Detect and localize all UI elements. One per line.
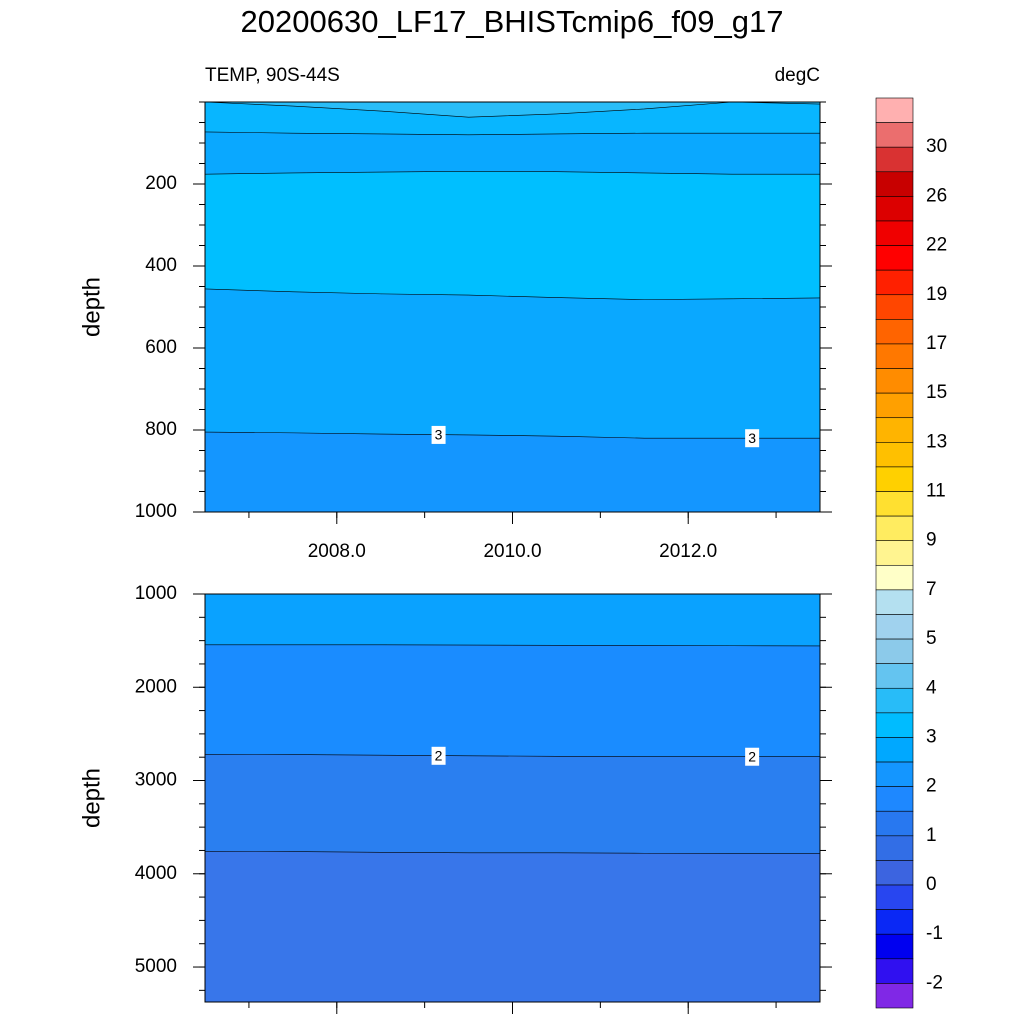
colorbar-label: 9 <box>926 530 937 551</box>
colorbar-label: 11 <box>926 481 946 502</box>
contour-label-box <box>745 747 760 766</box>
contour-label-box <box>431 425 446 444</box>
colorbar-box <box>875 343 914 369</box>
colorbar-box <box>875 417 914 443</box>
colorbar-box <box>875 368 914 394</box>
colorbar-label: 17 <box>926 333 947 354</box>
colorbar-box <box>875 663 914 689</box>
subtitle-right: degC <box>775 65 820 86</box>
contour-line <box>205 644 821 647</box>
contour-label: 3 <box>748 430 756 446</box>
contour-label-box <box>745 429 760 448</box>
y-tick-label: 1000 <box>135 501 177 522</box>
colorbar-label: -1 <box>926 923 943 944</box>
colorbar-box <box>875 835 914 861</box>
figure-title: 20200630_LF17_BHISTcmip6_f09_g17 <box>241 4 784 39</box>
colorbar-box <box>875 933 914 960</box>
y-tick-label: 600 <box>145 337 177 358</box>
colorbar-box <box>875 294 914 320</box>
contour-band <box>204 288 821 439</box>
colorbar-box <box>875 392 914 419</box>
colorbar-label: 15 <box>926 382 947 403</box>
colorbar-box <box>875 97 914 123</box>
contour-band <box>204 851 821 1003</box>
colorbar-box <box>875 983 914 1009</box>
contour-line <box>204 851 820 854</box>
colorbar-label: 3 <box>926 726 937 747</box>
x-tick-label: 2008.0 <box>308 541 366 562</box>
y-axis-label: depth <box>78 768 105 828</box>
colorbar-box <box>875 196 914 222</box>
colorbar-box <box>875 442 914 468</box>
colorbar-box <box>875 909 914 935</box>
colorbar-box <box>875 171 914 197</box>
colorbar-label: 26 <box>926 185 947 206</box>
colorbar-box <box>875 958 914 984</box>
contour-line <box>204 101 821 118</box>
contour-label: 3 <box>435 427 443 443</box>
contour-label: 2 <box>435 748 443 764</box>
colorbar-box <box>875 786 914 812</box>
x-tick-label: 2012.0 <box>659 541 717 562</box>
colorbar-box <box>875 564 914 591</box>
colorbar-box <box>875 589 914 615</box>
colorbar-box <box>875 540 914 566</box>
colorbar-box <box>875 146 914 173</box>
y-tick-label: 2000 <box>135 676 177 697</box>
contour-line <box>204 288 821 300</box>
colorbar-box <box>875 122 914 148</box>
colorbar-box <box>875 515 914 542</box>
y-axis-label: depth <box>78 277 105 337</box>
y-tick-label: 4000 <box>135 863 177 884</box>
y-tick-label: 200 <box>145 173 177 194</box>
contour-band <box>204 131 821 175</box>
colorbar-box <box>875 638 914 664</box>
colorbar-box <box>875 761 914 787</box>
y-tick-label: 5000 <box>135 956 177 977</box>
contour-band <box>204 644 821 757</box>
colorbar-box <box>875 712 914 738</box>
contour-band <box>204 171 821 300</box>
y-tick-label: 1000 <box>135 583 177 604</box>
colorbar-box <box>875 466 914 492</box>
colorbar-box <box>875 491 914 517</box>
colorbar-label: 5 <box>926 628 937 649</box>
colorbar-label: 13 <box>926 431 947 452</box>
colorbar-label: 0 <box>926 874 937 895</box>
colorbar-label: -2 <box>926 972 943 993</box>
colorbar-label: 7 <box>926 579 937 600</box>
colorbar-box <box>875 687 914 714</box>
contour-band <box>204 593 821 647</box>
colorbar-box <box>875 860 914 886</box>
colorbar-label: 30 <box>926 136 947 157</box>
contour-label: 2 <box>748 748 756 764</box>
colorbar-label: 2 <box>926 776 937 797</box>
contour-label-box <box>431 746 446 765</box>
colorbar-label: 22 <box>926 235 947 256</box>
colorbar-box <box>875 810 914 837</box>
contour-band <box>204 754 821 854</box>
contour-line <box>204 170 820 175</box>
colorbar-box <box>875 884 914 910</box>
x-tick-label: 2010.0 <box>483 541 541 562</box>
contour-line <box>204 754 820 758</box>
colorbar-box <box>875 220 914 246</box>
colorbar-label: 4 <box>926 677 937 698</box>
y-tick-label: 800 <box>145 419 177 440</box>
contour-line <box>204 131 820 136</box>
colorbar-box <box>875 614 914 640</box>
colorbar-box <box>875 269 914 296</box>
colorbar-label: 19 <box>926 284 947 305</box>
y-tick-label: 3000 <box>135 770 177 791</box>
colorbar-box <box>875 245 914 271</box>
colorbar-label: 1 <box>926 825 937 846</box>
contour-line <box>204 431 820 439</box>
colorbar-box <box>875 737 914 763</box>
contour-band <box>204 431 821 513</box>
colorbar-box <box>875 319 914 345</box>
subtitle-left: TEMP, 90S-44S <box>205 65 340 86</box>
y-tick-label: 400 <box>145 255 177 276</box>
